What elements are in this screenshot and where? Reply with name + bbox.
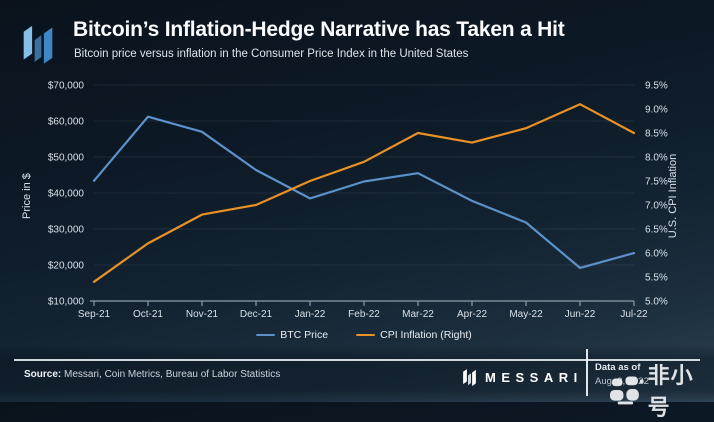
- legend-swatch: [256, 333, 276, 337]
- source-value: Messari, Coin Metrics, Bureau of Labor S…: [61, 369, 281, 380]
- y-axis-right-title: U.S. CPI Inflation: [667, 154, 679, 238]
- source-text: Source: Messari, Coin Metrics, Bureau of…: [24, 369, 280, 380]
- x-axis-tick-label: Apr-22: [457, 309, 487, 320]
- y-axis-right-tick-label: 5.0%: [645, 297, 668, 308]
- messari-logo-icon: [23, 25, 53, 64]
- source-label: Source:: [24, 369, 62, 380]
- x-axis-tick-label: Jun-22: [565, 309, 596, 320]
- y-axis-right-tick-label: 7.0%: [645, 201, 668, 212]
- y-axis-left-tick-label: $30,000: [48, 225, 85, 236]
- y-axis-right-tick-label: 5.5%: [645, 273, 668, 284]
- y-axis-right-tick-label: 9.0%: [645, 105, 668, 116]
- page-subtitle: Bitcoin price versus inflation in the Co…: [74, 48, 469, 60]
- x-axis-tick-label: Dec-21: [240, 309, 273, 320]
- cpi-inflation-right--line: [92, 103, 636, 283]
- brand-name: MESSARI: [485, 369, 583, 385]
- x-axis-tick-label: Sep-21: [78, 309, 111, 320]
- y-axis-right-tick-label: 7.5%: [645, 177, 668, 188]
- x-axis-tick-label: Jul-22: [620, 309, 648, 320]
- line-chart: $10,000 $20,000 $30,000 $40,000 $50,000 $60,0…: [21, 81, 679, 321]
- x-axis-tick-label: Mar-22: [402, 309, 434, 320]
- y-axis-right-tick-label: 6.5%: [645, 225, 668, 236]
- x-axis-tick-label: Oct-21: [133, 309, 163, 320]
- x-axis-tick-label: May-22: [509, 309, 543, 320]
- chart-legend: BTC Price CPI Inflation (Right): [94, 329, 634, 341]
- watermark: 非小号: [610, 358, 714, 422]
- legend-item-btc-price: BTC Price: [256, 329, 328, 341]
- header: Bitcoin’s Inflation-Hedge Narrative has …: [0, 0, 714, 80]
- y-axis-right-tick-label: 6.0%: [645, 249, 668, 260]
- legend-item-cpi-inflation-right-: CPI Inflation (Right): [356, 329, 472, 341]
- data-as-of-label: Data as of: [595, 362, 641, 373]
- x-axis-tick-label: Feb-22: [348, 309, 380, 320]
- page-title: Bitcoin’s Inflation-Hedge Narrative has …: [73, 18, 565, 41]
- y-axis-left-title: Price in $: [21, 173, 33, 219]
- y-axis-left-tick-label: $70,000: [48, 81, 85, 92]
- y-axis-left-tick-label: $40,000: [48, 189, 85, 200]
- x-axis-tick-label: Jan-22: [295, 309, 326, 320]
- y-axis-left-tick-label: $20,000: [48, 261, 85, 272]
- y-axis-left-tick-label: $60,000: [48, 117, 85, 128]
- footer-vertical-divider: [586, 349, 588, 396]
- footer-divider-line: [14, 359, 700, 361]
- btc-price-line: [92, 115, 636, 269]
- legend-label: BTC Price: [280, 329, 329, 341]
- x-axis-tick-label: Nov-21: [186, 309, 219, 320]
- watermark-text: 非小号: [647, 364, 694, 421]
- footer: Source: Messari, Coin Metrics, Bureau of…: [0, 345, 714, 402]
- messari-wordmark: MESSARI: [462, 368, 583, 386]
- y-axis-left-tick-label: $50,000: [48, 153, 85, 164]
- legend-swatch: [356, 333, 376, 337]
- legend-label: CPI Inflation (Right): [380, 329, 472, 341]
- y-axis-right-tick-label: 8.5%: [645, 129, 668, 140]
- y-axis-left-tick-label: $10,000: [48, 297, 85, 308]
- y-axis-right-tick-label: 8.0%: [645, 153, 668, 164]
- feixiaohao-logo-icon: [610, 376, 644, 405]
- y-axis-right-tick-label: 9.5%: [645, 81, 668, 92]
- messari-logo-icon-small: [463, 369, 476, 386]
